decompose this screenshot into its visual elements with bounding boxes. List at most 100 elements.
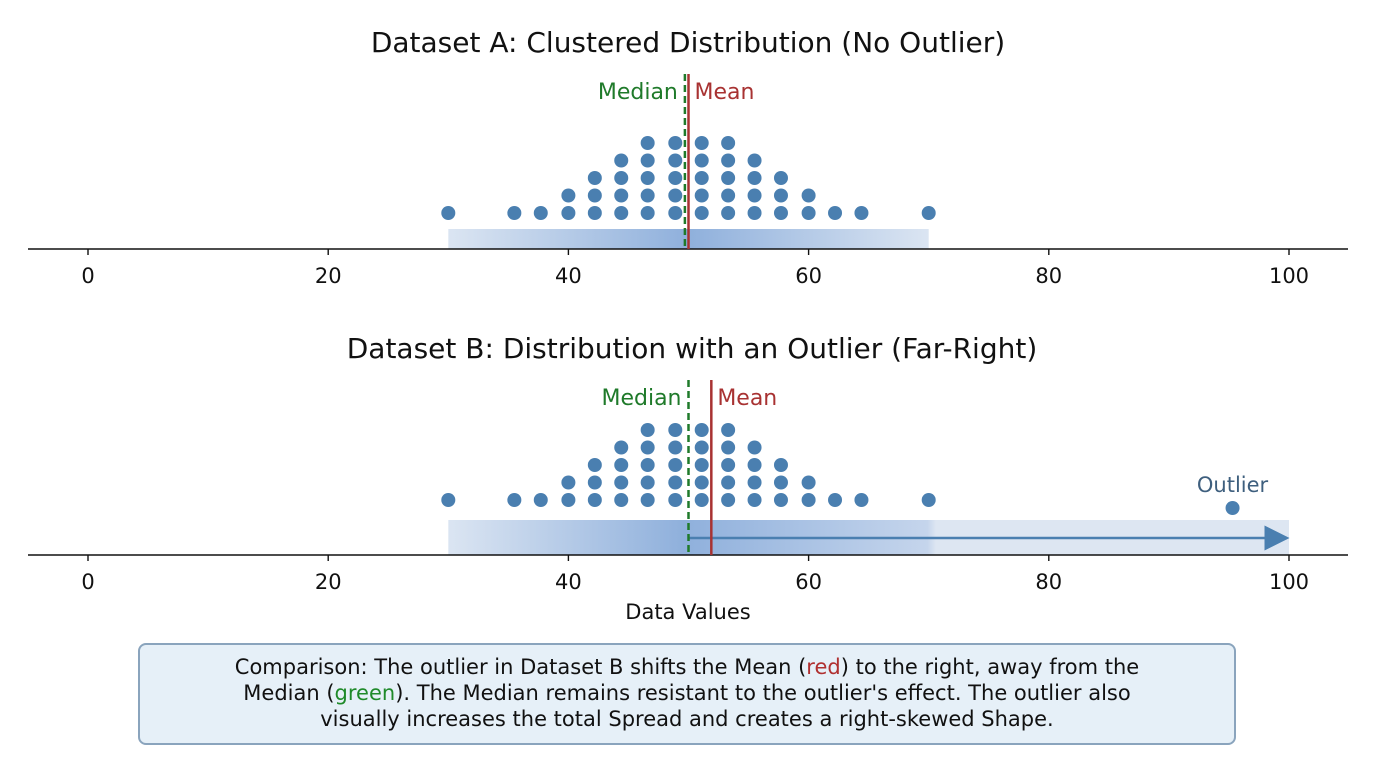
data-point [640,423,655,437]
outlier-label: Outlier [1197,473,1269,497]
data-point [747,171,762,185]
data-point [640,475,655,490]
data-point [441,493,456,507]
data-point [507,493,522,507]
data-point [921,493,936,507]
data-point [773,458,788,472]
data-point [801,206,816,220]
data-point [694,440,709,455]
data-point [773,188,788,203]
note-text: visually increases the total Spread and … [320,707,1054,731]
data-point [828,493,843,507]
data-point [721,458,736,472]
x-tick-label: 20 [315,570,342,594]
note-text: Comparison: The outlier in Dataset B shi… [234,655,807,679]
x-tick-label: 0 [81,570,94,594]
data-point [747,440,762,455]
data-point [441,206,456,220]
data-point [587,493,602,507]
chart-title-a: Dataset A: Clustered Distribution (No Ou… [371,26,1005,59]
data-point [694,136,709,150]
data-point [668,171,683,185]
data-point [921,206,936,220]
note-text: ). The Median remains resistant to the o… [395,681,1131,705]
x-axis-label: Data Values [625,600,750,624]
data-point [721,440,736,455]
data-point [747,188,762,203]
data-point [721,188,736,203]
data-point [507,206,522,220]
data-point [561,206,576,220]
data-point [721,493,736,507]
data-point [561,493,576,507]
mean-label: Mean [695,80,755,105]
data-point [694,458,709,472]
x-tick-label: 100 [1269,570,1309,594]
data-point [533,206,548,220]
data-point [614,458,629,472]
data-point [773,475,788,490]
x-tick-label: 20 [315,264,342,288]
data-point [668,493,683,507]
outlier-point [1225,501,1240,515]
data-point [747,206,762,220]
data-point [614,153,629,168]
data-point [668,136,683,150]
x-tick-label: 100 [1269,264,1309,288]
data-point [640,153,655,168]
data-point [694,188,709,203]
data-point [801,493,816,507]
data-point [721,475,736,490]
data-point [801,475,816,490]
data-point [854,493,869,507]
median-label: Median [601,386,681,411]
mean-label: Mean [717,386,777,411]
x-tick-label: 60 [795,264,822,288]
data-point [668,458,683,472]
data-point [721,153,736,168]
data-point [773,206,788,220]
note-red: red [806,655,841,679]
data-point [694,475,709,490]
data-point [640,171,655,185]
data-point [640,206,655,220]
data-point [828,206,843,220]
data-point [747,153,762,168]
median-label: Median [598,80,678,105]
x-tick-label: 80 [1035,570,1062,594]
data-point [614,440,629,455]
data-point [614,493,629,507]
x-tick-label: 60 [795,570,822,594]
data-point [721,206,736,220]
data-point [747,458,762,472]
data-point [614,206,629,220]
note-green: green [334,681,396,705]
data-point [614,475,629,490]
data-point [747,493,762,507]
data-point [533,493,548,507]
data-point [587,206,602,220]
data-point [640,458,655,472]
data-point [668,188,683,203]
data-point [587,475,602,490]
data-point [694,206,709,220]
data-point [587,171,602,185]
x-tick-label: 80 [1035,264,1062,288]
data-point [640,188,655,203]
data-point [801,188,816,203]
data-point [561,475,576,490]
data-point [773,493,788,507]
data-point [587,188,602,203]
data-point [747,475,762,490]
data-point [694,153,709,168]
data-point [640,493,655,507]
data-point [694,493,709,507]
note-text: Median ( [243,681,335,705]
data-point [640,440,655,455]
data-point [640,136,655,150]
chart: Dataset A: Clustered Distribution (No Ou… [28,26,1348,624]
data-point [694,171,709,185]
data-point [668,440,683,455]
data-point [614,171,629,185]
x-tick-label: 0 [81,264,94,288]
